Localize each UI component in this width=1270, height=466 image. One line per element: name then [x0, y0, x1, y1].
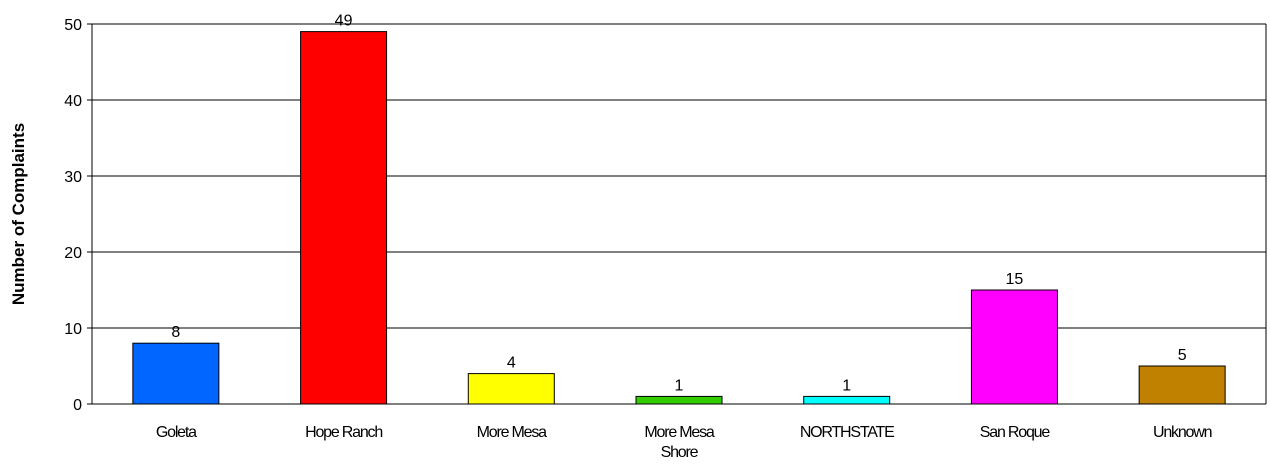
- x-tick-labels: Goleta Hope Ranch More Mesa More Mesa Shore N…: [156, 424, 1213, 461]
- y-tick-label: 30: [64, 169, 82, 186]
- bar: [970, 289, 1058, 405]
- gridlines: [87, 23, 1266, 405]
- y-tick-label: 50: [64, 17, 82, 34]
- bar: [132, 342, 220, 405]
- y-tick-label: 20: [64, 245, 82, 262]
- x-tick-label: More Mesa Shore: [644, 424, 715, 461]
- y-tick-labels: 0 10 20 30 40 50: [64, 17, 82, 414]
- x-tick-label: More Mesa: [477, 424, 548, 441]
- data-label: 1: [675, 377, 684, 394]
- bar: [1138, 365, 1226, 405]
- data-label: 5: [1178, 347, 1187, 364]
- axes: [91, 24, 1267, 405]
- y-tick-label: 40: [64, 93, 82, 110]
- y-axis-title: Number of Complaints: [9, 123, 28, 305]
- data-label: 1: [842, 377, 851, 394]
- bar: [635, 395, 723, 405]
- data-label: 49: [335, 13, 353, 30]
- x-tick-label: Goleta: [156, 424, 197, 441]
- data-label: 4: [507, 355, 516, 372]
- data-labels: 8 49 4 1 1 15 5: [171, 13, 1186, 395]
- bar: [300, 31, 388, 405]
- y-tick-label: 0: [73, 397, 82, 414]
- bar: [467, 373, 555, 405]
- x-tick-label: Unknown: [1153, 424, 1212, 441]
- bar: [803, 395, 891, 405]
- x-tick-label: NORTHSTATE: [800, 424, 894, 441]
- data-label: 8: [171, 324, 180, 341]
- data-label: 15: [1006, 271, 1024, 288]
- y-tick-label: 10: [64, 321, 82, 338]
- x-tick-label: San Roque: [980, 424, 1051, 441]
- x-tick-label: Hope Ranch: [305, 424, 382, 441]
- bars: [132, 31, 1226, 405]
